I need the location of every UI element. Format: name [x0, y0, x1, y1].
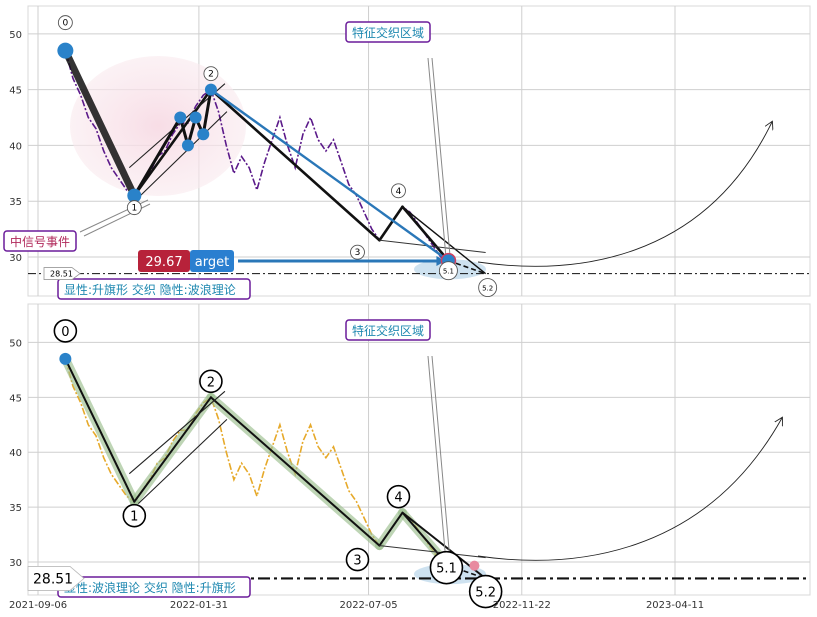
- y-tick-label: 45: [9, 86, 22, 97]
- wave-node-dot: [189, 111, 202, 124]
- wave-segment: [209, 396, 381, 547]
- pivot-label-text: 3: [353, 554, 361, 569]
- y-tick-label: 35: [9, 197, 22, 208]
- pivot-label-text: 1: [131, 204, 137, 214]
- pivot-label-circle: [478, 278, 498, 298]
- target-value-text: 29.67: [145, 255, 182, 270]
- pivot-label-text: 0: [62, 19, 68, 29]
- pivot-label-text: 3: [355, 248, 361, 258]
- pivot-label-circle: [468, 574, 503, 609]
- zone-annotation-text: 特征交织区域: [352, 25, 424, 40]
- pivot-dot-0: [57, 42, 74, 59]
- wedge-lower: [448, 259, 486, 275]
- zone-annotation-text: 特征交织区域: [352, 323, 424, 338]
- pivot-label-text: 5.1: [443, 268, 454, 276]
- y-tick-label: 30: [9, 253, 22, 264]
- target-value-badge: [138, 250, 190, 272]
- zone-pointer-arrow: [427, 57, 451, 258]
- pivot-label-text: 5.2: [482, 285, 493, 293]
- projection-arc: [477, 122, 772, 267]
- y-tick-label: 35: [9, 503, 22, 514]
- wave-segment: [61, 47, 138, 200]
- pivot-label-circle: [122, 503, 147, 528]
- zigzag-wave: [133, 89, 213, 197]
- wave-node-dot: [197, 128, 210, 141]
- wave-segment: [378, 205, 404, 242]
- plot-frame: [27, 5, 811, 297]
- pivot-label-text: 5.1: [436, 562, 457, 577]
- y-tick-label: 50: [9, 30, 22, 41]
- pivot-label-circle: [199, 369, 223, 394]
- zone-annotation-box: [345, 319, 431, 341]
- pivot-dot-0: [59, 352, 72, 365]
- wave-node-dot: [204, 83, 217, 96]
- level-label-text: 28.51: [50, 270, 73, 279]
- x-tick-label: 2022-01-31: [170, 600, 228, 611]
- pivot-label-circle: [429, 550, 464, 585]
- pivot-label-text: 2: [207, 375, 215, 390]
- plot-frame: [27, 303, 811, 596]
- target-label-text: arget: [195, 255, 229, 270]
- flag-channel-lower: [137, 111, 228, 199]
- y-tick-label: 40: [9, 141, 22, 152]
- x-tick-label: 2022-11-22: [493, 600, 551, 611]
- pivot-label-circle: [438, 261, 458, 281]
- pivot-label-circle: [345, 547, 370, 572]
- pattern-legend-box: [57, 278, 251, 300]
- level-label-tag: [43, 267, 81, 280]
- pattern-legend-text: 显性:升旗形 交织 隐性:波浪理论: [64, 282, 236, 297]
- wave-segment: [378, 511, 404, 547]
- zone-pointer-arrow: [427, 355, 451, 563]
- wave-node-dot: [181, 139, 194, 152]
- wave-segment: [209, 88, 381, 242]
- pivot-label-text: 4: [394, 491, 402, 506]
- pivot-label-text: 4: [396, 187, 402, 197]
- pivot-label-text: 2: [208, 70, 214, 80]
- zone-annotation-box: [345, 21, 431, 43]
- wave-segment: [401, 205, 450, 262]
- y-tick-label: 40: [9, 448, 22, 459]
- y-tick-label: 30: [9, 558, 22, 569]
- x-tick-label: 2022-07-05: [339, 600, 397, 611]
- pivot-label-circle: [57, 15, 73, 31]
- pattern-legend-text: 显性:波浪理论 交织 隐性:升旗形: [64, 580, 236, 595]
- x-tick-label: 2023-04-11: [646, 600, 704, 611]
- projection-arc: [477, 418, 782, 561]
- event-annotation-text: 中信号事件: [10, 234, 70, 249]
- target-label-badge: [190, 250, 234, 272]
- y-tick-label: 45: [9, 393, 22, 404]
- pivot-dot-1: [127, 188, 142, 203]
- y-tick-label: 50: [9, 338, 22, 349]
- pivot-label-circle: [53, 319, 78, 343]
- pivot-dot-5-1: [469, 560, 480, 571]
- projection-blue-line: [210, 88, 450, 262]
- wave-segment: [64, 357, 136, 503]
- flag-channel-upper: [128, 390, 226, 475]
- level-label-tag: [27, 566, 85, 591]
- wedge-base: [379, 545, 486, 559]
- level-label-text: 28.51: [33, 571, 73, 587]
- event-annotation-box: [3, 230, 77, 252]
- pivot-label-text: 5.2: [475, 586, 496, 601]
- wave-node-dot: [174, 111, 187, 124]
- pivot-label-circle: [391, 183, 406, 199]
- pivot-label-circle: [203, 66, 219, 82]
- pivot-label-circle: [386, 484, 411, 509]
- pivot-label-text: 0: [61, 325, 69, 340]
- pivot-label-text: 1: [130, 510, 138, 525]
- wedge-base: [379, 239, 486, 253]
- x-tick-label: 2021-09-06: [9, 600, 67, 611]
- pattern-highlight-ellipse: [70, 56, 246, 196]
- flag-channel-lower: [137, 418, 228, 505]
- pivot-label-circle: [126, 200, 142, 216]
- pivot-label-circle: [350, 244, 365, 260]
